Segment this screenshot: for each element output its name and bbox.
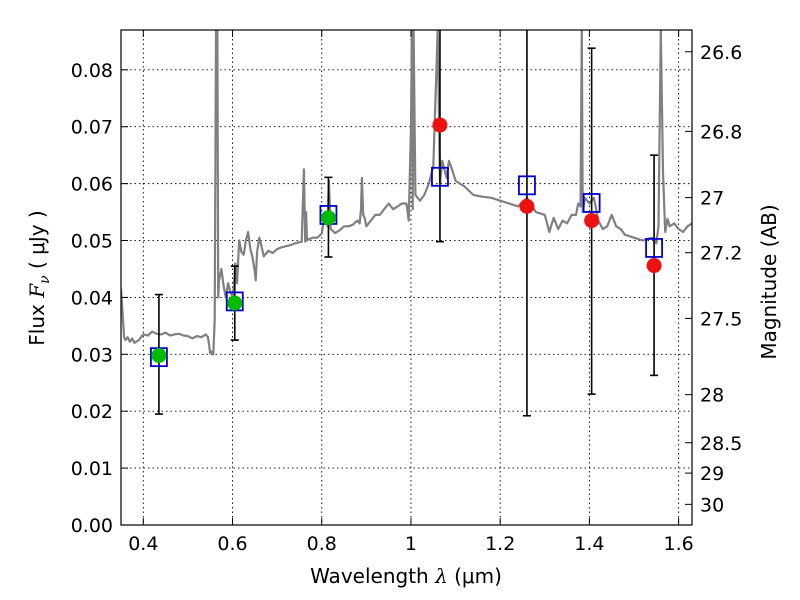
y-axis-label: Flux Fν ( μJy ) [25, 210, 53, 345]
y-tick-label: 0.03 [71, 344, 113, 366]
model-spectrum-line [121, 30, 692, 356]
x-tick-label: 1.4 [574, 533, 604, 555]
x-axis-label-unit: (μm) [448, 564, 502, 588]
y-tick-label: 0.00 [71, 515, 113, 537]
series-layer [121, 30, 692, 356]
model-photometry-point [582, 193, 601, 213]
y-tick-label: 0.04 [71, 287, 113, 309]
y-tick-label: 0.07 [71, 117, 113, 139]
constraint-point [519, 198, 535, 214]
y-tick-label: 0.06 [71, 174, 113, 196]
magnitude-tick-label: 28 [700, 385, 724, 407]
x-tick-label: 1 [405, 533, 417, 555]
plot-area [121, 30, 692, 356]
model-photometry-point [518, 175, 536, 196]
y-tick-label: 0.01 [71, 458, 113, 480]
y-axis-label-unit: ( μJy ) [25, 210, 49, 275]
y-axis-label-math: F [25, 283, 49, 299]
markers [150, 117, 663, 368]
magnitude-tick-label: 30 [700, 494, 724, 516]
magnitude-tick-label: 26.8 [700, 121, 742, 143]
x-axis-label-text: Wavelength [310, 564, 435, 588]
magnitude-tick-label: 27 [700, 188, 724, 210]
plot-frame [120, 29, 693, 526]
x-axis-label: Wavelength λ (μm) [310, 564, 502, 588]
detection-point [227, 295, 243, 311]
magnitude-axis-label: Magnitude (AB) [757, 204, 781, 359]
detection-point [151, 347, 167, 363]
axis-ticks [121, 30, 692, 526]
constraint-point [646, 258, 662, 274]
y-tick-label: 0.05 [71, 231, 113, 253]
x-axis-label-math: λ [434, 564, 448, 588]
error-bars [154, 30, 659, 417]
constraint-point [584, 213, 600, 229]
plot-background [121, 30, 692, 525]
magnitude-tick-label: 28.5 [700, 433, 742, 455]
detection-point [320, 210, 336, 226]
y-tick-label: 0.08 [71, 60, 113, 82]
y-axis-label-text: Flux [25, 298, 49, 346]
magnitude-tick-label: 27.2 [700, 243, 742, 265]
magnitude-tick-label: 26.6 [700, 42, 742, 64]
model-photometry-point [431, 166, 449, 187]
x-tick-label: 0.8 [307, 533, 337, 555]
magnitude-tick-label: 29 [700, 463, 724, 485]
x-tick-label: 1.2 [485, 533, 515, 555]
constraint-point [432, 117, 448, 133]
x-tick-label: 1.6 [664, 533, 694, 555]
y-axis-label-sub: ν [37, 275, 53, 284]
model-photometry-point [645, 238, 663, 258]
tick-labels: 0.4 0.6 0.8 1 1.2 1.4 1.6 0.00 0.01 0.02 0.03 0.04 0… [71, 42, 743, 555]
y-tick-label: 0.02 [71, 401, 113, 423]
magnitude-tick-label: 27.5 [700, 308, 742, 330]
x-tick-label: 0.4 [128, 533, 158, 555]
x-tick-label: 0.6 [217, 533, 247, 555]
